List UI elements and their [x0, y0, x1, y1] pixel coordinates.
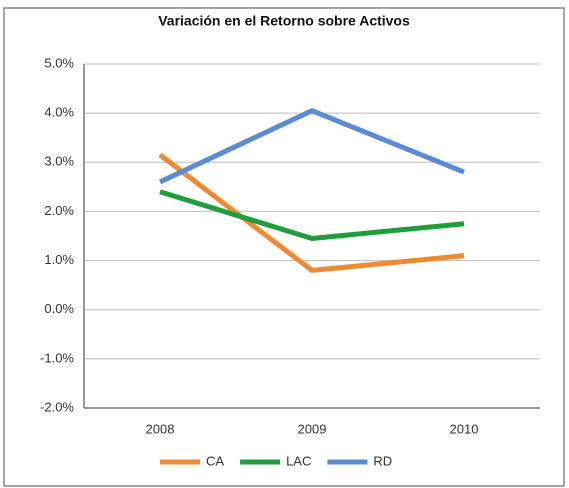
legend-label: RD: [373, 453, 392, 468]
y-tick-label: 1.0%: [44, 252, 74, 267]
legend-label: CA: [206, 453, 224, 468]
y-tick-label: 0.0%: [44, 301, 74, 316]
y-tick-label: 5.0%: [44, 55, 74, 70]
y-tick-label: 2.0%: [44, 203, 74, 218]
series-line: [158, 108, 465, 185]
y-tick-label: 4.0%: [44, 105, 74, 120]
y-tick-label: -2.0%: [40, 399, 74, 414]
chart-title: Variación en el Retorno sobre Activos: [158, 13, 410, 29]
y-tick-label: -1.0%: [40, 350, 74, 365]
legend-label: LAC: [286, 453, 311, 468]
x-tick-label: 2010: [450, 421, 479, 436]
y-tick-label: 3.0%: [44, 154, 74, 169]
x-tick-label: 2008: [146, 421, 175, 436]
series-line: [158, 152, 465, 273]
series-line: [159, 189, 465, 241]
x-tick-label: 2009: [298, 421, 327, 436]
